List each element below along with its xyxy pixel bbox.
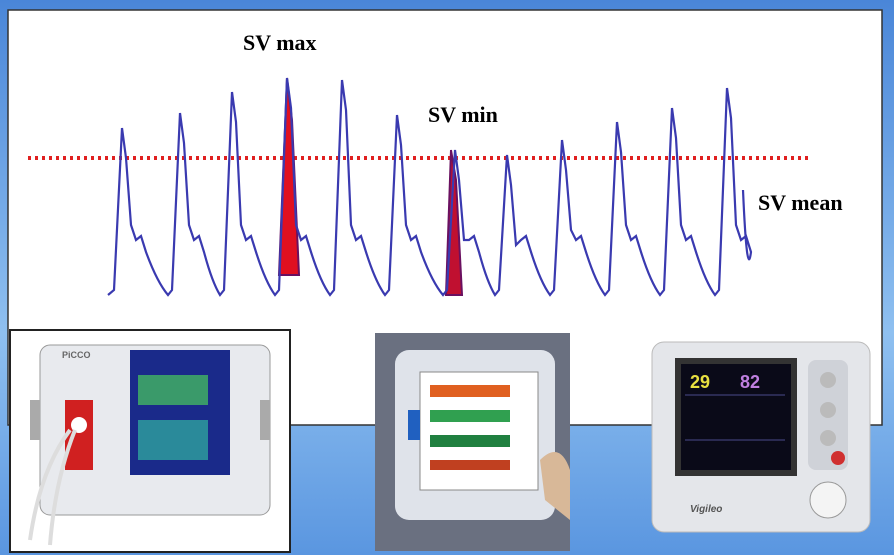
- reading: 82: [740, 372, 760, 392]
- brand: Vigileo: [690, 504, 722, 515]
- sv-min-label: SV min: [428, 102, 498, 127]
- sv-mean-label: SV mean: [758, 190, 843, 215]
- vigileo-photo: 29 82 Vigileo: [652, 342, 870, 532]
- diagram: SV max SV min SV mean PiCCO 29 82: [0, 0, 894, 555]
- slide: SV max SV min SV mean PiCCO 29 82: [0, 0, 894, 555]
- sv-max-label: SV max: [243, 30, 317, 55]
- reading: 29: [690, 372, 710, 392]
- monitor-photo: [375, 333, 570, 551]
- picco-photo: PiCCO: [10, 330, 290, 552]
- picco-label: PiCCO: [62, 350, 91, 360]
